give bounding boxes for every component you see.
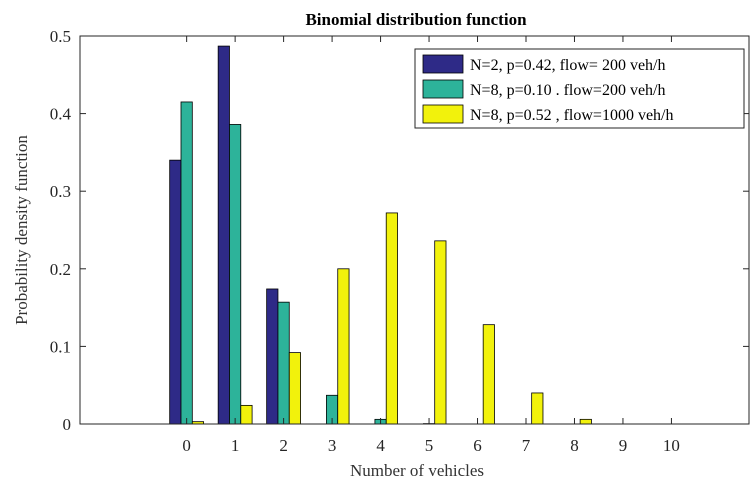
legend-entry-1: N=2, p=0.42, flow= 200 veh/h bbox=[470, 57, 666, 74]
bar-series-2-x-0 bbox=[180, 101, 193, 425]
y-tick-label: 0 bbox=[63, 415, 72, 434]
y-tick-label: 0.5 bbox=[50, 27, 71, 46]
bar-series-2-x-2 bbox=[277, 301, 290, 425]
plot-frame bbox=[79, 35, 750, 425]
bar-series-1-x-0 bbox=[169, 159, 182, 425]
x-tick-label: 2 bbox=[279, 436, 288, 455]
legend-entry-3: N=8, p=0.52 , flow=1000 veh/h bbox=[470, 107, 674, 124]
legend-entry-2: N=8, p=0.10 . flow=200 veh/h bbox=[470, 82, 666, 99]
legend-swatch-3 bbox=[422, 104, 464, 124]
x-tick-label: 1 bbox=[231, 436, 240, 455]
bar-series-3-x-8 bbox=[579, 418, 592, 425]
y-tick-label: 0.4 bbox=[50, 105, 72, 124]
axes-layer: 0 0.1 0.2 0.3 0.4 0.5 0 1 2 3 4 5 6 7 8 9 10 bbox=[50, 27, 750, 455]
chart-title: Binomial distribution function bbox=[305, 10, 527, 29]
x-tick-label: 7 bbox=[522, 436, 531, 455]
bar-series-3-x-2 bbox=[288, 352, 301, 425]
bar-series-3-x-5 bbox=[434, 240, 447, 425]
x-tick-label: 4 bbox=[376, 436, 385, 455]
bar-series-3-x-4 bbox=[385, 212, 398, 425]
x-tick-label: 5 bbox=[425, 436, 434, 455]
legend: N=2, p=0.42, flow= 200 veh/h N=8, p=0.10 … bbox=[414, 48, 745, 129]
y-tick-label: 0.1 bbox=[50, 337, 71, 356]
x-tick-label: 9 bbox=[619, 436, 628, 455]
legend-swatch-1 bbox=[422, 54, 464, 74]
legend-swatch-2 bbox=[422, 79, 464, 99]
y-axis-label: Probability density function bbox=[12, 135, 31, 325]
bar-series-2-x-1 bbox=[229, 124, 242, 425]
x-tick-label: 3 bbox=[328, 436, 337, 455]
y-tick-label: 0.3 bbox=[50, 182, 71, 201]
x-tick-label: 8 bbox=[570, 436, 579, 455]
x-tick-label: 0 bbox=[182, 436, 191, 455]
bar-series-3-x-7 bbox=[531, 392, 544, 425]
x-tick-label: 6 bbox=[473, 436, 482, 455]
bars-layer bbox=[169, 45, 592, 425]
bar-series-1-x-1 bbox=[217, 45, 230, 425]
y-tick-label: 0.2 bbox=[50, 260, 71, 279]
x-tick-label: 10 bbox=[663, 436, 680, 455]
bar-series-3-x-1 bbox=[240, 404, 253, 425]
x-axis-label: Number of vehicles bbox=[350, 461, 484, 480]
bar-series-3-x-3 bbox=[337, 268, 350, 425]
bar-series-1-x-2 bbox=[266, 288, 279, 425]
bar-series-3-x-6 bbox=[482, 324, 495, 425]
legend-box bbox=[414, 48, 745, 129]
